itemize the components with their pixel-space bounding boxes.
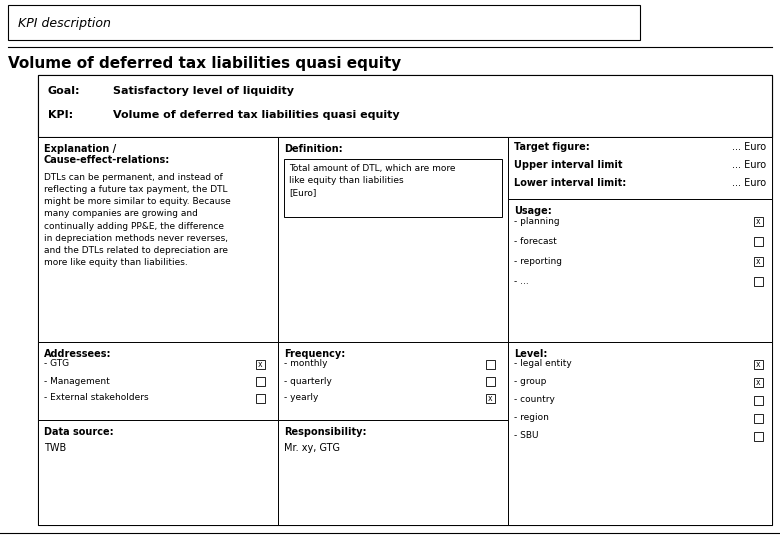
- Bar: [754, 432, 763, 441]
- Bar: [38, 420, 278, 525]
- Bar: [508, 199, 772, 342]
- Text: Cause-effect-relations:: Cause-effect-relations:: [44, 155, 170, 165]
- Text: Addressees:: Addressees:: [44, 349, 112, 359]
- Text: Target figure:: Target figure:: [514, 142, 590, 152]
- Text: Satisfactory level of liquidity: Satisfactory level of liquidity: [113, 86, 294, 96]
- Text: x: x: [488, 394, 493, 403]
- Bar: [38, 342, 278, 420]
- Bar: [38, 75, 772, 137]
- Text: ... Euro: ... Euro: [732, 178, 766, 188]
- Text: - region: - region: [514, 414, 549, 422]
- Bar: [8, 5, 640, 40]
- Bar: [754, 378, 763, 387]
- Bar: [754, 396, 763, 405]
- Bar: [508, 137, 772, 199]
- Text: x: x: [258, 360, 263, 369]
- Text: - monthly: - monthly: [284, 360, 328, 368]
- Text: - GTG: - GTG: [44, 360, 69, 368]
- Bar: [754, 237, 763, 246]
- Text: DTLs can be permanent, and instead of
reflecting a future tax payment, the DTL
m: DTLs can be permanent, and instead of re…: [44, 173, 231, 267]
- Text: x: x: [756, 360, 760, 369]
- Text: Volume of deferred tax liabilities quasi equity: Volume of deferred tax liabilities quasi…: [8, 56, 401, 71]
- Text: Frequency:: Frequency:: [284, 349, 346, 359]
- Text: Mr. xy, GTG: Mr. xy, GTG: [284, 443, 340, 453]
- Bar: [754, 257, 763, 266]
- Text: ... Euro: ... Euro: [732, 142, 766, 152]
- Text: - Management: - Management: [44, 376, 110, 386]
- Bar: [278, 420, 508, 525]
- Text: - forecast: - forecast: [514, 237, 557, 246]
- Text: - SBU: - SBU: [514, 431, 538, 441]
- Bar: [284, 159, 502, 217]
- Text: TWB: TWB: [44, 443, 66, 453]
- Bar: [754, 217, 763, 226]
- Bar: [486, 360, 495, 369]
- Bar: [278, 342, 508, 420]
- Text: KPI:: KPI:: [48, 110, 73, 120]
- Text: Volume of deferred tax liabilities quasi equity: Volume of deferred tax liabilities quasi…: [113, 110, 399, 120]
- Text: Lower interval limit:: Lower interval limit:: [514, 178, 626, 188]
- Text: - reporting: - reporting: [514, 256, 562, 266]
- Bar: [278, 137, 508, 342]
- Text: - quarterly: - quarterly: [284, 376, 332, 386]
- Bar: [754, 414, 763, 423]
- Text: x: x: [756, 378, 760, 387]
- Text: - group: - group: [514, 377, 546, 387]
- Text: Data source:: Data source:: [44, 427, 114, 437]
- Text: x: x: [756, 257, 760, 266]
- Bar: [38, 137, 278, 342]
- Text: ... Euro: ... Euro: [732, 160, 766, 170]
- Bar: [486, 394, 495, 403]
- Text: Level:: Level:: [514, 349, 548, 359]
- Text: - External stakeholders: - External stakeholders: [44, 394, 149, 402]
- Text: Goal:: Goal:: [48, 86, 80, 96]
- Bar: [508, 342, 772, 525]
- Bar: [754, 360, 763, 369]
- Bar: [38, 75, 772, 525]
- Text: - legal entity: - legal entity: [514, 360, 572, 368]
- Bar: [256, 377, 265, 386]
- Bar: [754, 277, 763, 286]
- Text: x: x: [756, 217, 760, 226]
- Text: Explanation /: Explanation /: [44, 144, 116, 154]
- Text: Usage:: Usage:: [514, 206, 551, 216]
- Text: Responsibility:: Responsibility:: [284, 427, 367, 437]
- Text: - yearly: - yearly: [284, 394, 318, 402]
- Text: - ...: - ...: [514, 276, 529, 286]
- Text: - country: - country: [514, 395, 555, 404]
- Text: Upper interval limit: Upper interval limit: [514, 160, 622, 170]
- Text: Total amount of DTL, which are more
like equity than liabilities
[Euro]: Total amount of DTL, which are more like…: [289, 164, 456, 197]
- Text: KPI description: KPI description: [18, 17, 111, 30]
- Bar: [486, 377, 495, 386]
- Bar: [256, 394, 265, 403]
- Text: - planning: - planning: [514, 217, 559, 226]
- Bar: [256, 360, 265, 369]
- Text: Definition:: Definition:: [284, 144, 342, 154]
